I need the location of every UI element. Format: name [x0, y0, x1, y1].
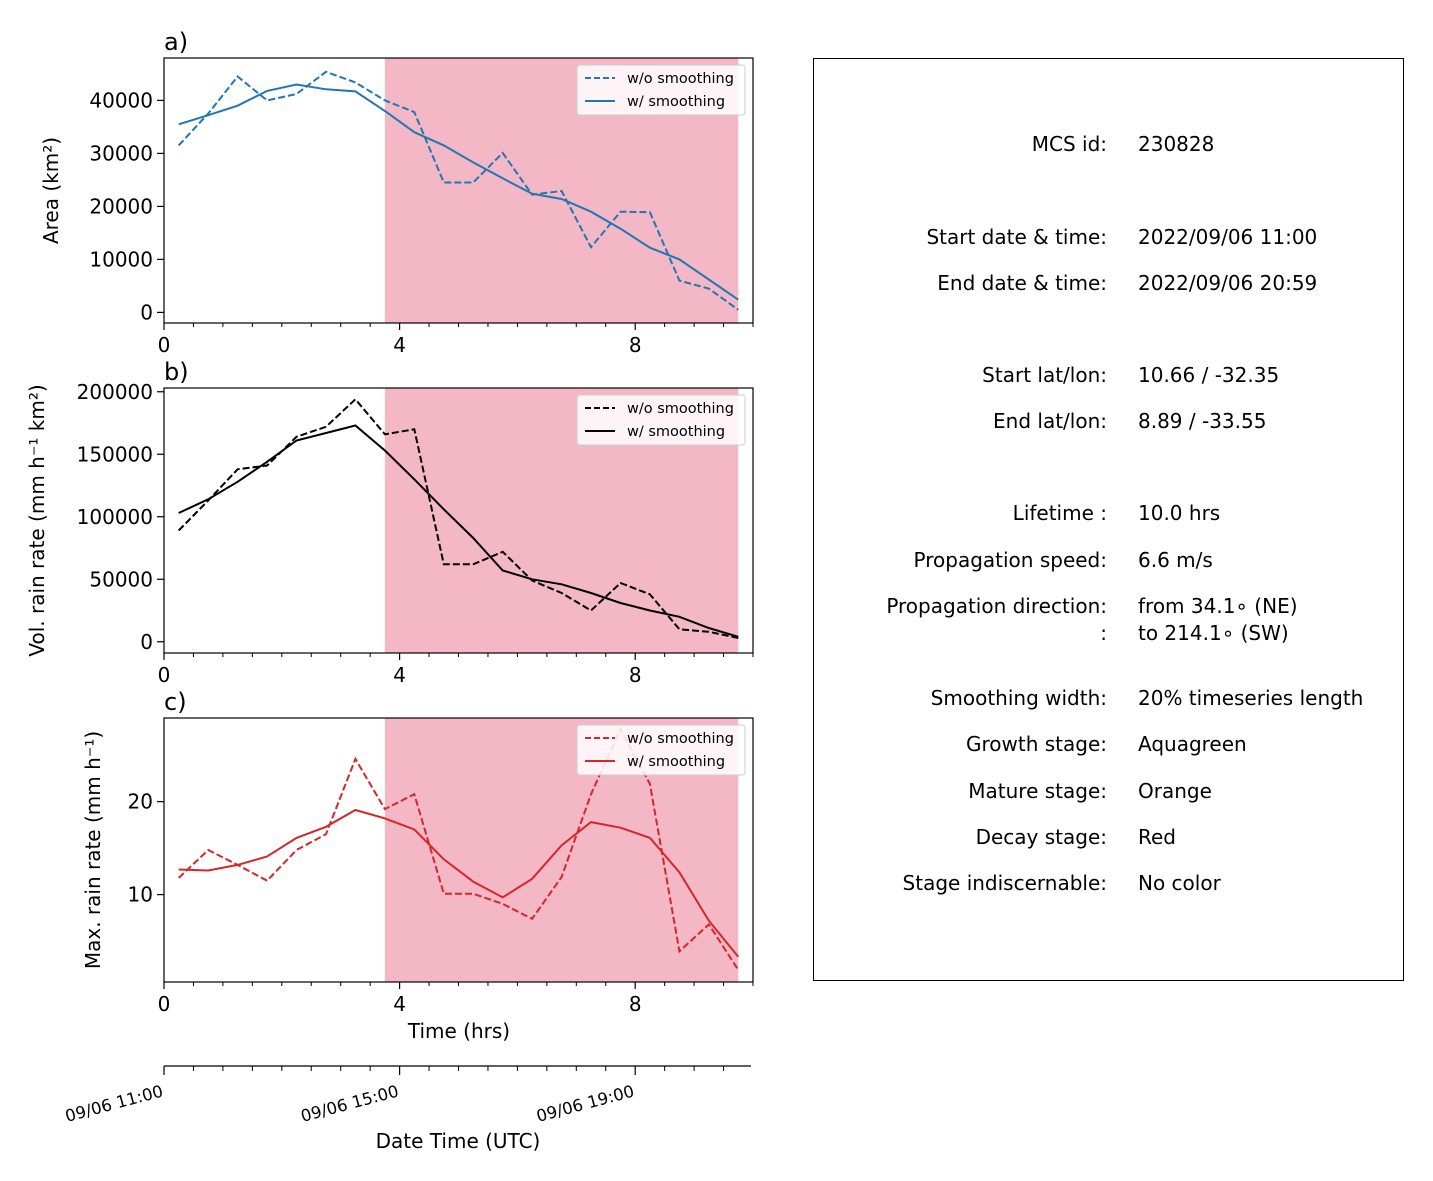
- info-value: Red: [1138, 825, 1176, 849]
- date-tick-label: 09/06 11:00: [63, 1082, 165, 1126]
- y-tick-label: 0: [140, 630, 153, 654]
- series-line-smoothed: [178, 808, 740, 958]
- y-axis-label: Area (km²): [39, 137, 63, 244]
- x-tick-label: 4: [393, 992, 406, 1016]
- date-tick-label: 09/06 19:00: [534, 1082, 636, 1126]
- y-tick-label: 20000: [89, 194, 153, 218]
- info-row-lifetime: Lifetime : 10.0 hrs: [814, 499, 1403, 527]
- info-value: 230828: [1138, 132, 1215, 156]
- info-value: 2022/09/06 20:59: [1138, 271, 1318, 295]
- x-tick-label: 0: [158, 663, 171, 687]
- info-key: :: [1100, 621, 1107, 645]
- legend-entry: w/o smoothing: [627, 71, 734, 87]
- legend-entry: w/o smoothing: [627, 731, 734, 747]
- y-tick-label: 100000: [77, 505, 153, 529]
- info-key: Propagation speed:: [913, 548, 1107, 572]
- info-key: Lifetime :: [1012, 501, 1107, 525]
- legend-entry: w/ smoothing: [627, 424, 725, 440]
- y-axis-label: Max. rain rate (mm h⁻¹): [81, 731, 105, 969]
- info-row-end-datetime: End date & time: 2022/09/06 20:59: [814, 269, 1403, 297]
- x-tick-label: 0: [158, 333, 171, 357]
- date-tick-label: 09/06 15:00: [299, 1082, 401, 1126]
- info-key: Growth stage:: [965, 732, 1107, 756]
- info-key: Smoothing width:: [930, 686, 1107, 710]
- info-row-growth-stage: Growth stage: Aquagreen: [814, 730, 1403, 758]
- legend-box: [576, 724, 746, 776]
- y-axis-label: Vol. rain rate (mm h⁻¹ km²): [25, 384, 49, 656]
- legend-box: [576, 64, 746, 116]
- info-row-mcs-id: MCS id: 230828: [814, 130, 1403, 158]
- series-line-smoothed: [178, 83, 739, 301]
- info-value: to 214.1∘ (SW): [1138, 621, 1289, 645]
- legend-box: [576, 394, 746, 446]
- info-row-propagation-direction: Propagation direction: from 34.1∘ (NE): [814, 592, 1403, 620]
- info-row-end-latlon: End lat/lon: 8.89 / -33.55: [814, 407, 1403, 435]
- date-time-axis: 09/06 11:00 09/06 15:00 09/06 19:00 Date Ti…: [63, 1065, 751, 1153]
- info-key: Start lat/lon:: [982, 363, 1107, 387]
- chart-panel-2: 0 4 8 0 50000 100000 150000 200000 Vol. rain rat…: [25, 358, 754, 687]
- info-value: 8.89 / -33.55: [1138, 409, 1267, 433]
- series-line-smoothed: [178, 424, 739, 638]
- info-value: Orange: [1138, 779, 1212, 803]
- chart-panel-1: 0 4 8 0 10000 20000 30000 40000 Area (km²) a) w/o …: [39, 28, 754, 357]
- info-row-propagation-direction-to: : to 214.1∘ (SW): [814, 619, 1403, 647]
- info-row-start-latlon: Start lat/lon: 10.66 / -32.35: [814, 361, 1403, 389]
- x-tick-label: 0: [158, 992, 171, 1016]
- y-tick-label: 40000: [89, 88, 153, 112]
- info-key: Stage indiscernable:: [902, 871, 1107, 895]
- info-value: 6.6 m/s: [1138, 548, 1213, 572]
- info-key: End date & time:: [937, 271, 1107, 295]
- panel-label: b): [164, 358, 189, 386]
- y-tick-label: 20: [128, 790, 153, 814]
- panel-label: c): [164, 688, 187, 716]
- info-row-decay-stage: Decay stage: Red: [814, 823, 1403, 851]
- legend-entry: w/ smoothing: [627, 754, 725, 770]
- info-row-smoothing-width: Smoothing width: 20% timeseries length: [814, 684, 1403, 712]
- info-key: MCS id:: [1031, 132, 1107, 156]
- y-tick-label: 50000: [89, 567, 153, 591]
- x-tick-label: 8: [629, 663, 642, 687]
- info-row-propagation-speed: Propagation speed: 6.6 m/s: [814, 546, 1403, 574]
- series-line-unsmoothed: [177, 397, 739, 639]
- info-key: End lat/lon:: [993, 409, 1107, 433]
- x-tick-label: 4: [393, 663, 406, 687]
- y-tick-label: 10: [128, 883, 153, 907]
- y-tick-label: 200000: [77, 380, 153, 404]
- info-key: Start date & time:: [926, 225, 1107, 249]
- chart-panel-3: 0 4 8 10 20 Max. rain rate (mm h⁻¹) c) Time (hr…: [81, 688, 754, 1043]
- info-value: from 34.1∘ (NE): [1138, 594, 1298, 618]
- mcs-info-panel: MCS id: 230828 Start date & time: 2022/0…: [813, 58, 1404, 981]
- x-tick-label: 8: [629, 992, 642, 1016]
- info-value: 20% timeseries length: [1138, 686, 1364, 710]
- info-value: 10.66 / -32.35: [1138, 363, 1280, 387]
- info-row-start-datetime: Start date & time: 2022/09/06 11:00: [814, 223, 1403, 251]
- info-value: 10.0 hrs: [1138, 501, 1221, 525]
- x-tick-label: 8: [629, 333, 642, 357]
- info-key: Propagation direction:: [886, 594, 1107, 618]
- info-row-stage-indiscernable: Stage indiscernable: No color: [814, 869, 1403, 897]
- info-value: Aquagreen: [1138, 732, 1247, 756]
- info-key: Decay stage:: [975, 825, 1107, 849]
- x-tick-label: 4: [393, 333, 406, 357]
- y-tick-label: 10000: [89, 247, 153, 271]
- date-axis-label: Date Time (UTC): [376, 1129, 541, 1153]
- info-value: 2022/09/06 11:00: [1138, 225, 1318, 249]
- y-tick-label: 30000: [89, 141, 153, 165]
- info-row-mature-stage: Mature stage: Orange: [814, 777, 1403, 805]
- legend-entry: w/ smoothing: [627, 94, 725, 110]
- y-tick-label: 0: [140, 300, 153, 324]
- series-line-unsmoothed: [177, 70, 739, 311]
- info-key: Mature stage:: [968, 779, 1107, 803]
- info-value: No color: [1138, 871, 1221, 895]
- panel-label: a): [164, 28, 188, 56]
- y-tick-label: 150000: [77, 442, 153, 466]
- legend-entry: w/o smoothing: [627, 401, 734, 417]
- x-axis-label: Time (hrs): [407, 1019, 510, 1043]
